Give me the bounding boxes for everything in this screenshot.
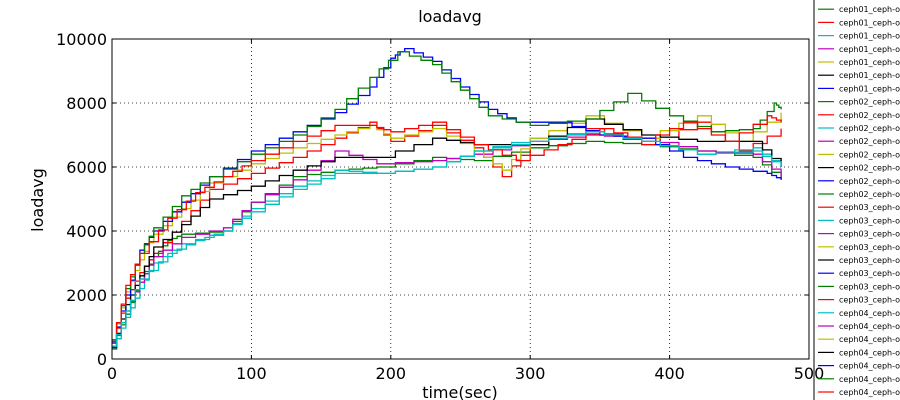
x-tick-label: 500 — [794, 364, 825, 383]
legend: ceph01_ceph-oceph01_ceph-oceph01_ceph-oc… — [813, 0, 900, 400]
legend-label: ceph03_ceph-o — [839, 216, 900, 225]
x-tick-label: 200 — [376, 364, 407, 383]
series-line — [112, 131, 782, 347]
legend-label: ceph01_ceph-o — [839, 32, 900, 41]
legend-label: ceph01_ceph-o — [839, 58, 900, 67]
legend-label: ceph02_ceph-o — [839, 177, 900, 186]
series-line — [112, 51, 782, 341]
x-axis-label: time(sec) — [422, 383, 498, 400]
legend-label: ceph04_ceph-o — [839, 348, 900, 357]
plot-area: 0 100 200 300 400 500 0 2000 4000 6000 8000 10000 — [56, 30, 824, 383]
legend-label: ceph02_ceph-o — [839, 164, 900, 173]
y-tick-label: 4000 — [66, 222, 107, 241]
legend-label: ceph02_ceph-o — [839, 111, 900, 120]
y-tick-label: 10000 — [56, 30, 107, 49]
legend-label: ceph02_ceph-o — [839, 137, 900, 146]
legend-label: ceph04_ceph-o — [839, 362, 900, 371]
legend-label: ceph01_ceph-o — [839, 45, 900, 54]
chart-title: loadavg — [418, 7, 482, 26]
legend-label: ceph02_ceph-o — [839, 150, 900, 159]
legend-label: ceph03_ceph-o — [839, 296, 900, 305]
y-axis-label: loadavg — [28, 168, 47, 232]
legend-label: ceph04_ceph-o — [839, 309, 900, 318]
legend-label: ceph01_ceph-o — [839, 5, 900, 14]
legend-label: ceph03_ceph-o — [839, 269, 900, 278]
y-tick-label: 8000 — [66, 94, 107, 113]
legend-label: ceph01_ceph-o — [839, 18, 900, 27]
legend-label: ceph04_ceph-o — [839, 375, 900, 384]
y-tick-label: 2000 — [66, 286, 107, 305]
plot-frame — [111, 38, 810, 360]
y-tick-label: 6000 — [66, 158, 107, 177]
legend-label: ceph01_ceph-o — [839, 84, 900, 93]
series-line — [112, 118, 782, 349]
legend-label: ceph03_ceph-o — [839, 203, 900, 212]
x-tick-label: 300 — [515, 364, 546, 383]
legend-label: ceph03_ceph-o — [839, 256, 900, 265]
legend-label: ceph04_ceph-o — [839, 322, 900, 331]
legend-label: ceph04_ceph-o — [839, 388, 900, 397]
x-tick-label: 0 — [107, 364, 117, 383]
legend-label: ceph04_ceph-o — [839, 335, 900, 344]
legend-label: ceph03_ceph-o — [839, 282, 900, 291]
legend-label: ceph02_ceph-o — [839, 124, 900, 133]
legend-label: ceph02_ceph-o — [839, 98, 900, 107]
legend-label: ceph02_ceph-o — [839, 190, 900, 199]
legend-label: ceph03_ceph-o — [839, 230, 900, 239]
series-line — [112, 115, 782, 343]
series-line — [112, 47, 782, 344]
legend-label: ceph01_ceph-o — [839, 71, 900, 80]
y-tick-label: 0 — [97, 350, 107, 369]
legend-label: ceph03_ceph-o — [839, 243, 900, 252]
series-line — [112, 140, 782, 347]
x-tick-label: 400 — [654, 364, 685, 383]
x-tick-label: 100 — [236, 364, 267, 383]
